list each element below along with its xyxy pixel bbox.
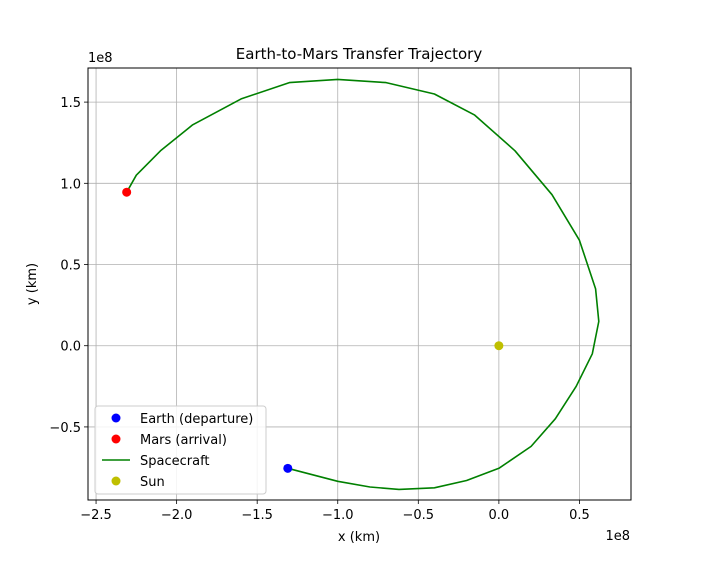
y-tick-label: 1.0 bbox=[60, 177, 81, 192]
plot-data bbox=[122, 78, 600, 491]
x-tick-label: −0.5 bbox=[403, 508, 435, 523]
x-tick-label: −2.5 bbox=[80, 508, 112, 523]
axis-ticks: −2.5 −2.0 −1.5 −1.0 −0.5 0.0 0.5 −0.5 0.0 0.5 1.0 1… bbox=[49, 96, 589, 523]
y-axis-label: y (km) bbox=[25, 263, 40, 305]
x-tick-label: 0.0 bbox=[489, 508, 510, 523]
legend: Earth (departure) Mars (arrival) Spacecraf… bbox=[94, 405, 267, 495]
x-axis-label: x (km) bbox=[338, 530, 380, 545]
mars-arrival-marker bbox=[122, 187, 132, 197]
y-tick-label: 0.0 bbox=[60, 340, 81, 355]
sun-marker bbox=[494, 341, 504, 351]
x-tick-label: 0.5 bbox=[569, 508, 590, 523]
earth-departure-marker bbox=[283, 463, 293, 473]
legend-label: Sun bbox=[140, 475, 165, 490]
x-tick-label: −1.5 bbox=[241, 508, 273, 523]
chart-title: Earth-to-Mars Transfer Trajectory bbox=[236, 45, 483, 63]
legend-swatch bbox=[111, 434, 121, 444]
grid bbox=[88, 68, 631, 500]
x-tick-label: −2.0 bbox=[161, 508, 193, 523]
legend-label: Earth (departure) bbox=[140, 412, 253, 427]
spacecraft-trajectory-line bbox=[126, 78, 600, 491]
y-tick-label: −0.5 bbox=[49, 421, 81, 436]
legend-label: Spacecraft bbox=[140, 454, 210, 469]
y-tick-label: 1.5 bbox=[60, 96, 81, 111]
x-offset-label: 1e8 bbox=[605, 529, 630, 544]
legend-label: Mars (arrival) bbox=[140, 433, 227, 448]
legend-box bbox=[94, 405, 267, 495]
legend-swatch bbox=[111, 476, 121, 486]
y-tick-label: 0.5 bbox=[60, 259, 81, 274]
plot-frame bbox=[87, 67, 632, 501]
x-tick-label: −1.0 bbox=[322, 508, 354, 523]
legend-swatch bbox=[111, 413, 121, 423]
y-offset-label: 1e8 bbox=[88, 51, 113, 66]
